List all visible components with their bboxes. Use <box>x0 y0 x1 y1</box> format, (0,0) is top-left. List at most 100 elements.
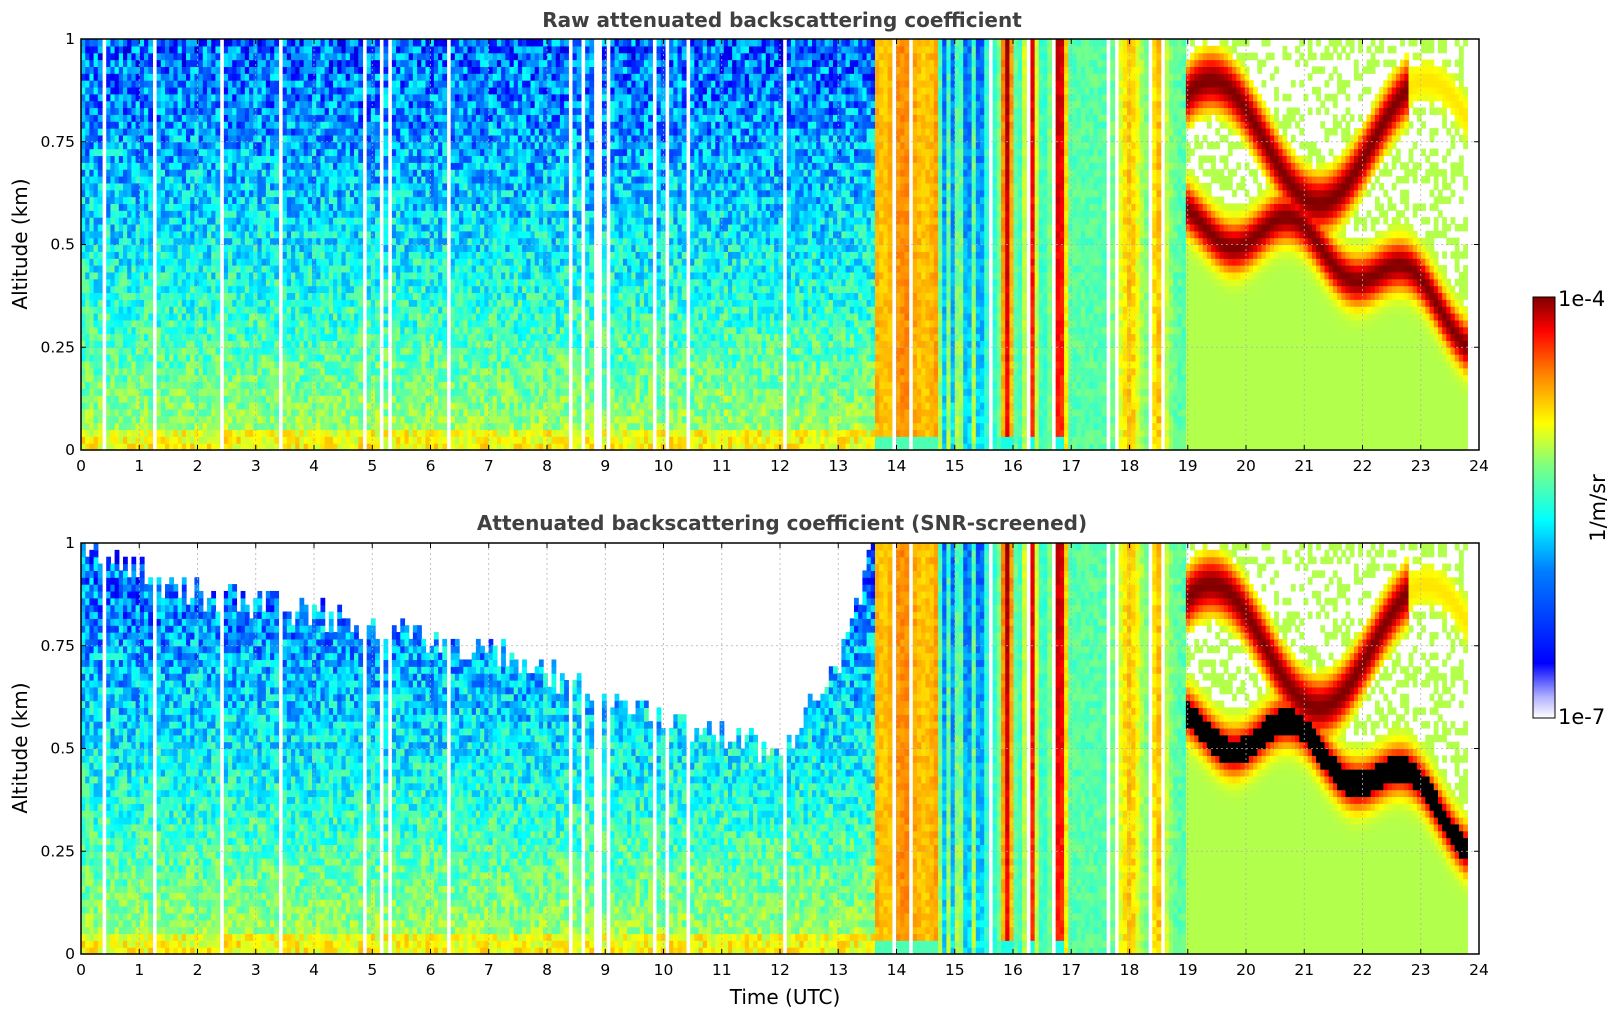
heatmap-cell <box>157 299 162 306</box>
heatmap-cell <box>89 436 94 443</box>
heatmap-cell <box>85 436 90 443</box>
heatmap-cell <box>106 135 111 142</box>
heatmap-cell <box>110 60 115 67</box>
heatmap-cell <box>157 334 162 341</box>
heatmap-cell <box>140 306 145 313</box>
heatmap-cell <box>110 39 115 46</box>
heatmap-cell <box>106 382 111 389</box>
heatmap-cell <box>119 183 124 190</box>
heatmap-cell <box>123 436 128 443</box>
heatmap-cell <box>115 238 120 245</box>
heatmap-cell <box>115 299 120 306</box>
heatmap-cell <box>94 368 99 375</box>
heatmap-cell <box>144 121 149 128</box>
heatmap-cell <box>144 46 149 53</box>
heatmap-cell <box>110 409 115 416</box>
heatmap-cell <box>119 39 124 46</box>
heatmap-cell <box>94 162 99 169</box>
heatmap-cell <box>131 436 136 443</box>
heatmap-cell <box>148 320 153 327</box>
heatmap-cell <box>123 258 128 265</box>
heatmap-cell <box>123 382 128 389</box>
heatmap-cell <box>131 306 136 313</box>
heatmap-cell <box>140 73 145 80</box>
heatmap-cell <box>127 80 132 87</box>
heatmap-cell <box>85 251 90 258</box>
heatmap-cell <box>85 292 90 299</box>
heatmap-cell <box>85 388 90 395</box>
heatmap-cell <box>148 375 153 382</box>
heatmap-cell <box>98 258 103 265</box>
heatmap-cell <box>85 245 90 252</box>
heatmap-cell <box>94 149 99 156</box>
heatmap-cell <box>89 409 94 416</box>
heatmap-cell <box>110 135 115 142</box>
heatmap-cell <box>131 66 136 73</box>
heatmap-cell <box>131 87 136 94</box>
heatmap-cell <box>144 436 149 443</box>
heatmap-cell <box>110 210 115 217</box>
heatmap-cell <box>94 272 99 279</box>
heatmap-cell <box>89 231 94 238</box>
heatmap-cell <box>106 436 111 443</box>
heatmap-cell <box>127 203 132 210</box>
heatmap-cell <box>136 108 141 115</box>
heatmap-cell <box>127 245 132 252</box>
heatmap-cell <box>89 354 94 361</box>
heatmap-cell <box>85 429 90 436</box>
heatmap-cell <box>94 340 99 347</box>
heatmap-cell <box>89 388 94 395</box>
heatmap-cell <box>136 320 141 327</box>
heatmap-cell <box>98 73 103 80</box>
heatmap-cell <box>119 80 124 87</box>
heatmap-cell <box>115 101 120 108</box>
heatmap-cell <box>144 395 149 402</box>
heatmap-cell <box>119 429 124 436</box>
heatmap-cell <box>140 368 145 375</box>
heatmap-cell <box>106 217 111 224</box>
heatmap-cell <box>127 436 132 443</box>
heatmap-cell <box>144 368 149 375</box>
heatmap-cell <box>131 279 136 286</box>
heatmap-cell <box>94 183 99 190</box>
heatmap-cell <box>127 197 132 204</box>
heatmap-cell <box>94 53 99 60</box>
heatmap-cell <box>98 183 103 190</box>
heatmap-cell <box>98 361 103 368</box>
heatmap-cell <box>110 375 115 382</box>
heatmap-cell <box>127 135 132 142</box>
heatmap-cell <box>144 313 149 320</box>
heatmap-cell <box>106 190 111 197</box>
heatmap-cell <box>106 183 111 190</box>
heatmap-cell <box>136 299 141 306</box>
heatmap-cell <box>127 238 132 245</box>
heatmap-cell <box>123 327 128 334</box>
heatmap-cell <box>140 258 145 265</box>
heatmap-cell <box>89 108 94 115</box>
heatmap-cell <box>89 320 94 327</box>
heatmap-cell <box>106 320 111 327</box>
heatmap-cell <box>89 80 94 87</box>
heatmap-cell <box>136 46 141 53</box>
heatmap-cell <box>148 313 153 320</box>
heatmap-cell <box>148 231 153 238</box>
heatmap-cell <box>144 231 149 238</box>
heatmap-cell <box>110 368 115 375</box>
heatmap-cell <box>85 395 90 402</box>
heatmap-cell <box>127 210 132 217</box>
heatmap-cell <box>89 306 94 313</box>
heatmap-cell <box>123 73 128 80</box>
heatmap-cell <box>157 217 162 224</box>
heatmap-cell <box>136 87 141 94</box>
heatmap-cell <box>106 162 111 169</box>
heatmap-cell <box>123 60 128 67</box>
heatmap-cell <box>157 190 162 197</box>
heatmap-cell <box>127 190 132 197</box>
heatmap-cell <box>123 114 128 121</box>
heatmap-cell <box>110 347 115 354</box>
heatmap-cell <box>89 395 94 402</box>
heatmap-cell <box>89 251 94 258</box>
heatmap-cell <box>148 436 153 443</box>
heatmap-cell <box>131 108 136 115</box>
heatmap-cell <box>115 224 120 231</box>
